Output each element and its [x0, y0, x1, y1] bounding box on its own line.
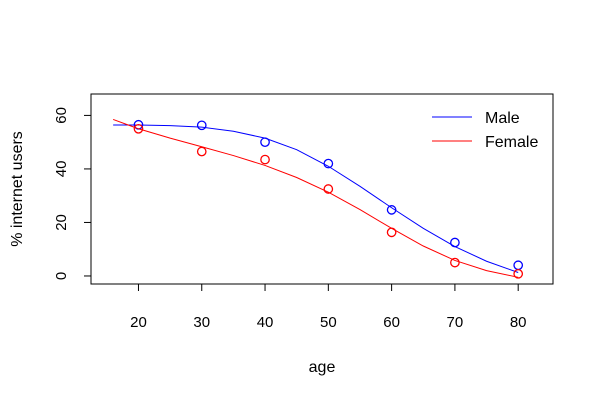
y-tick-label: 40: [53, 161, 70, 178]
x-tick-label: 70: [447, 314, 464, 331]
data-point-female: [260, 154, 270, 165]
data-point-male: [386, 205, 397, 215]
data-point-female: [450, 257, 460, 268]
data-point-female: [133, 123, 144, 134]
axes: 20 30 40 50 60 70 80 0 20 40 60: [53, 93, 554, 331]
x-tick-label: 60: [383, 314, 400, 331]
y-tick-label: 20: [53, 214, 70, 231]
data-point-female: [323, 184, 334, 194]
data-point-female: [513, 268, 524, 279]
x-tick-label: 40: [257, 314, 274, 331]
series-line-female: [112, 118, 519, 278]
data-point-male: [323, 158, 334, 169]
plot-area: [112, 118, 524, 279]
y-axis-label: % internet users: [9, 131, 26, 247]
legend: Male Female: [432, 110, 538, 151]
x-tick-label: 20: [130, 314, 147, 331]
x-tick-label: 50: [320, 314, 337, 331]
x-tick-label: 80: [510, 314, 527, 331]
series-line-male: [113, 124, 519, 273]
y-tick-label: 60: [53, 107, 70, 124]
legend-label-male: Male: [485, 110, 520, 127]
data-point-female: [196, 146, 207, 157]
y-tick-label: 0: [53, 272, 70, 280]
x-axis-label: age: [309, 359, 336, 376]
data-point-male: [513, 260, 524, 271]
legend-label-female: Female: [485, 134, 538, 151]
data-point-male: [196, 120, 207, 131]
data-point-female: [386, 227, 397, 238]
data-point-male: [260, 137, 270, 148]
x-tick-label: 30: [193, 314, 210, 331]
data-point-male: [450, 237, 460, 248]
